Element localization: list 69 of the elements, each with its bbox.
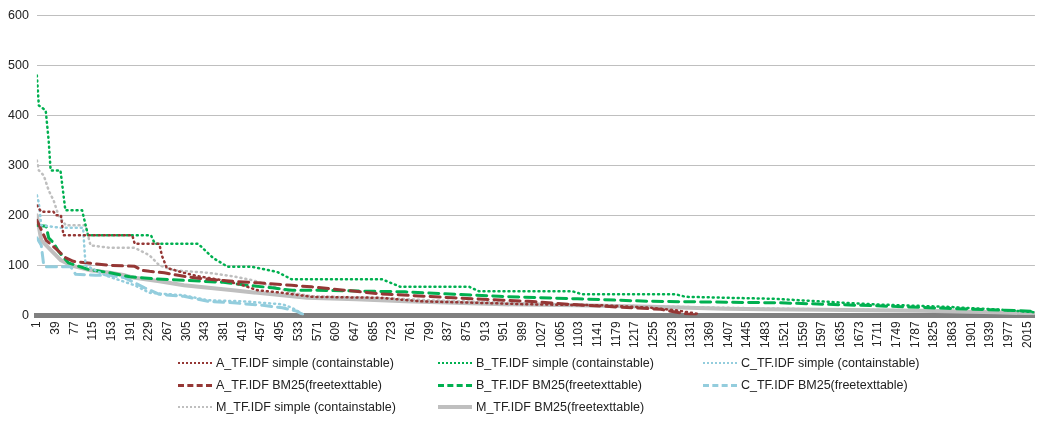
- x-tick-label: 1673: [851, 320, 866, 349]
- x-tick-label: 761: [403, 320, 418, 342]
- x-tick-label: 1217: [627, 320, 642, 349]
- x-tick-label: 1293: [664, 320, 679, 349]
- x-tick-label: 1863: [945, 320, 960, 349]
- x-tick-label: 875: [459, 320, 474, 342]
- x-tick-label: 571: [309, 320, 324, 342]
- x-tick-label: 1255: [646, 320, 661, 349]
- x-tick-label: 1977: [1001, 320, 1016, 349]
- x-tick-label: 267: [160, 320, 175, 342]
- x-tick-label: 1749: [889, 320, 904, 349]
- x-tick-label: 1179: [608, 320, 623, 348]
- x-tick-label: 1635: [832, 320, 847, 349]
- x-tick-label: 77: [66, 320, 81, 335]
- x-tick-label: 723: [384, 320, 399, 342]
- legend-label: C_TF.IDF simple (containstable): [741, 356, 920, 370]
- x-tick-label: 153: [103, 320, 118, 342]
- x-tick-label: 1369: [702, 320, 717, 349]
- x-tick-label: 647: [346, 320, 361, 342]
- x-tick-label: 1141: [589, 320, 604, 348]
- y-tick-label: 500: [8, 57, 29, 72]
- legend-label: M_TF.IDF simple (containstable): [216, 400, 396, 414]
- x-tick-label: 39: [47, 320, 62, 335]
- x-tick-label: 1: [29, 320, 44, 328]
- x-tick-label: 989: [515, 320, 530, 342]
- y-tick-label: 100: [8, 257, 29, 272]
- x-tick-label: 1065: [552, 320, 567, 349]
- x-tick-label: 1825: [926, 320, 941, 349]
- y-tick-label: 600: [8, 7, 29, 22]
- x-tick-label: 1521: [776, 320, 791, 349]
- legend-label: M_TF.IDF BM25(freetexttable): [476, 400, 645, 414]
- y-tick-label: 0: [21, 307, 29, 322]
- x-tick-label: 1711: [870, 320, 885, 348]
- x-tick-label: 343: [197, 320, 212, 342]
- x-tick-label: 381: [216, 320, 231, 342]
- x-tick-label: 951: [496, 320, 511, 342]
- legend-label: B_TF.IDF simple (containstable): [476, 356, 654, 370]
- x-tick-label: 685: [365, 320, 380, 342]
- legend-label: B_TF.IDF BM25(freetexttable): [476, 378, 643, 392]
- y-tick-label: 300: [8, 157, 29, 172]
- x-tick-label: 1901: [963, 320, 978, 349]
- x-tick-label: 457: [253, 320, 268, 342]
- x-tick-label: 533: [290, 320, 305, 342]
- x-tick-label: 1559: [795, 320, 810, 349]
- x-tick-label: 609: [328, 320, 343, 342]
- x-tick-label: 1331: [683, 320, 698, 349]
- x-tick-label: 1597: [814, 320, 829, 349]
- y-tick-label: 400: [8, 107, 29, 122]
- x-tick-label: 1027: [533, 320, 548, 349]
- x-tick-label: 419: [234, 320, 249, 342]
- x-tick-label: 305: [178, 320, 193, 342]
- x-tick-label: 1939: [982, 320, 997, 349]
- x-tick-label: 495: [272, 320, 287, 342]
- x-tick-label: 191: [122, 320, 137, 342]
- x-tick-label: 1103: [571, 320, 586, 348]
- x-tick-label: 1445: [739, 320, 754, 349]
- legend-label: A_TF.IDF simple (containstable): [216, 356, 394, 370]
- x-tick-label: 2015: [1019, 320, 1034, 349]
- legend-label: A_TF.IDF BM25(freetexttable): [216, 378, 383, 392]
- x-tick-label: 837: [440, 320, 455, 342]
- x-tick-label: 1407: [720, 320, 735, 349]
- x-tick-label: 115: [85, 320, 100, 341]
- x-tick-label: 799: [421, 320, 436, 342]
- legend-label: C_TF.IDF BM25(freetexttable): [741, 378, 908, 392]
- x-tick-label: 1483: [758, 320, 773, 349]
- x-tick-label: 1787: [907, 320, 922, 349]
- x-tick-label: 913: [477, 320, 492, 342]
- y-tick-label: 200: [8, 207, 29, 222]
- x-tick-label: 229: [141, 320, 156, 342]
